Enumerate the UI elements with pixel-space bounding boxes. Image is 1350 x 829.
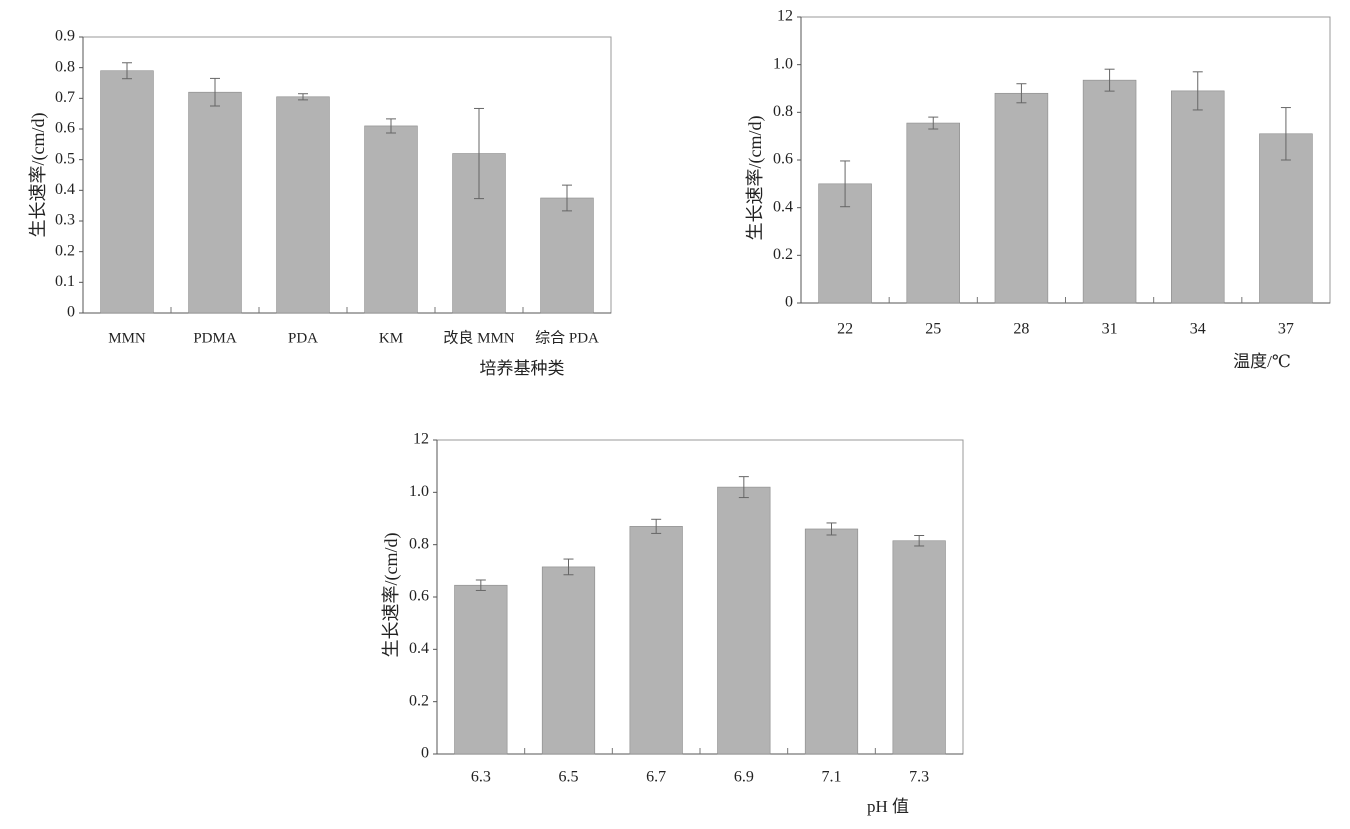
y-tick-label: 1.0 xyxy=(773,55,793,72)
y-tick-label: 0 xyxy=(67,304,75,321)
error-bar xyxy=(210,77,220,107)
plot-frame xyxy=(82,36,612,314)
y-tick-label: 0.6 xyxy=(773,151,793,168)
y-axis-label: 生长速率/(cm/d) xyxy=(745,116,766,241)
y-tick-label: 12 xyxy=(777,8,793,25)
plot-frame xyxy=(436,439,964,755)
error-bar xyxy=(1104,68,1115,92)
y-tick-label: 0.3 xyxy=(55,212,75,229)
error-bar xyxy=(928,116,939,130)
error-bar xyxy=(840,160,851,208)
bar xyxy=(804,528,859,755)
bar xyxy=(994,92,1049,304)
y-tick-label: 0.8 xyxy=(409,535,429,552)
y-tick-label: 0.2 xyxy=(773,246,793,263)
x-tick-label: 34 xyxy=(1190,321,1206,338)
x-tick-label: 22 xyxy=(837,321,853,338)
error-bar xyxy=(1192,71,1203,111)
x-tick-label: KM xyxy=(379,330,403,346)
y-tick-label: 0.4 xyxy=(409,640,429,657)
y-tick-label: 12 xyxy=(413,431,429,448)
bar xyxy=(364,125,418,314)
chart-panel: 0 0.1 0.2 0.3 0.4 0.5 0.6 0.7 0.8 0.9 MMN PDMA PDA KM… xyxy=(28,28,612,378)
error-bar xyxy=(826,522,837,536)
error-bar xyxy=(1016,83,1027,104)
error-bar xyxy=(474,107,484,200)
bar xyxy=(892,540,946,755)
bar xyxy=(1259,133,1313,304)
y-tick-label: 0.4 xyxy=(55,181,75,198)
y-tick-label: 0.7 xyxy=(55,89,75,106)
chart-panel: 0 0.2 0.4 0.6 0.8 1.0 12 22 25 28 31 34 37 生长速率/(cm/d… xyxy=(745,8,1331,371)
error-bar xyxy=(562,184,572,212)
x-tick-label: 6.7 xyxy=(646,769,666,786)
error-bar xyxy=(122,62,132,80)
bar xyxy=(629,526,683,755)
bar xyxy=(541,566,596,755)
error-bar xyxy=(1280,107,1291,161)
bar xyxy=(1171,90,1225,304)
bar xyxy=(540,197,594,314)
y-tick-label: 0 xyxy=(421,745,429,762)
y-tick-label: 0.8 xyxy=(55,58,75,75)
x-tick-label: 7.1 xyxy=(822,769,842,786)
x-axis-label: pH 值 xyxy=(867,797,909,816)
bar xyxy=(1082,79,1137,304)
x-tick-label: 7.3 xyxy=(909,769,929,786)
y-tick-label: 0.1 xyxy=(55,273,75,290)
error-bar xyxy=(475,579,486,591)
x-axis-label: 培养基种类 xyxy=(480,359,565,378)
x-tick-label: PDMA xyxy=(193,330,237,346)
x-tick-label: 28 xyxy=(1013,321,1029,338)
bar xyxy=(276,96,330,314)
x-tick-label: 6.9 xyxy=(734,769,754,786)
x-axis-label: 温度/℃ xyxy=(1233,352,1291,371)
x-tick-label: 6.5 xyxy=(559,769,579,786)
x-tick-label: MMN xyxy=(108,330,146,346)
y-tick-label: 0.6 xyxy=(55,120,75,137)
y-axis-label: 生长速率/(cm/d) xyxy=(28,113,49,238)
error-bar xyxy=(563,558,574,576)
bar xyxy=(906,122,960,304)
bar xyxy=(454,584,508,755)
y-tick-label: 0.5 xyxy=(55,150,75,167)
y-tick-label: 0.6 xyxy=(409,588,429,605)
y-axis-label: 生长速率/(cm/d) xyxy=(381,533,402,658)
plot-frame xyxy=(800,16,1331,304)
error-bar xyxy=(738,476,749,499)
y-tick-label: 0.8 xyxy=(773,103,793,120)
x-tick-label: 31 xyxy=(1102,321,1118,338)
error-bar xyxy=(386,118,396,134)
y-tick-label: 1.0 xyxy=(409,483,429,500)
x-tick-label: 37 xyxy=(1278,321,1294,338)
x-tick-label: 6.3 xyxy=(471,769,491,786)
y-tick-label: 0.4 xyxy=(773,198,793,215)
y-tick-label: 0 xyxy=(785,294,793,311)
y-tick-label: 0.2 xyxy=(409,692,429,709)
y-tick-label: 0.2 xyxy=(55,242,75,259)
x-tick-label: PDA xyxy=(288,330,318,346)
bar xyxy=(717,486,771,755)
x-tick-label: 改良 MMN xyxy=(443,329,514,346)
error-bar xyxy=(651,518,662,534)
bar xyxy=(188,91,242,314)
bar xyxy=(100,70,154,314)
error-bar xyxy=(298,93,308,101)
y-tick-label: 0.9 xyxy=(55,28,75,45)
error-bar xyxy=(914,535,925,547)
x-tick-label: 25 xyxy=(925,321,941,338)
x-tick-label: 综合 PDA xyxy=(535,329,599,346)
chart-panel: 0 0.2 0.4 0.6 0.8 1.0 12 6.3 6.5 6.7 6.9 7.1 7.3 生长速率… xyxy=(381,431,964,816)
